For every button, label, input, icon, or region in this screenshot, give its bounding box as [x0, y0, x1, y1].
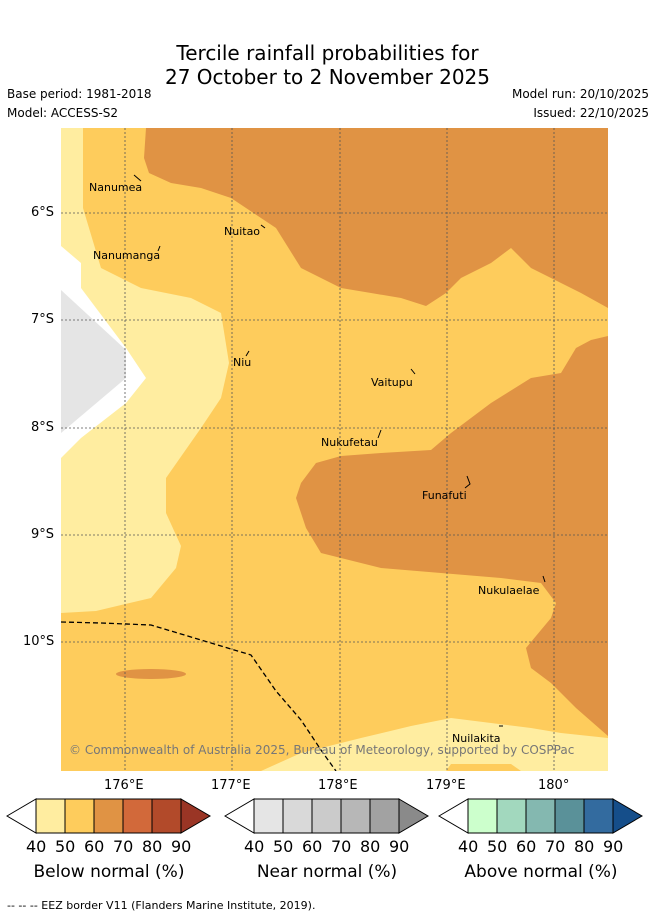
place-label: Nuilakita [452, 732, 501, 745]
eez-border [61, 621, 337, 771]
near-normal-region [61, 290, 126, 433]
base-period: Base period: 1981-2018 [7, 87, 152, 101]
cbar-cell [525, 798, 556, 834]
region-60-70-north [144, 128, 608, 308]
cbar-low-arrow [224, 798, 255, 834]
title-line-2: 27 October to 2 November 2025 [164, 65, 491, 89]
lon-tick: 178°E [318, 778, 358, 793]
colorbar-title-near: Near normal (%) [256, 862, 398, 882]
colorbar-tick-label: 50 [55, 837, 76, 856]
cbar-cell [496, 798, 527, 834]
place-label: Vaitupu [371, 376, 413, 389]
place-label: Funafuti [422, 489, 467, 502]
cbar-cell [151, 798, 182, 834]
model-run: Model run: 20/10/2025 [511, 87, 649, 101]
colorbar-tick-label: 90 [603, 837, 624, 856]
cbar-cell [253, 798, 284, 834]
colorbar-near-normal [224, 798, 429, 834]
lat-tick: 8°S [31, 420, 55, 435]
lon-tick: 179°E [426, 778, 466, 793]
cbar-cell [340, 798, 371, 834]
colorbar-tick-label: 80 [142, 837, 163, 856]
colorbar-tick-label: 70 [545, 837, 566, 856]
lon-tick: 176°E [104, 778, 144, 793]
colorbar-tick-label: 70 [331, 837, 352, 856]
colorbar-tick-label: 50 [487, 837, 508, 856]
colorbar-tick-label: 60 [516, 837, 537, 856]
lon-tick: 177°E [211, 778, 251, 793]
cbar-high-arrow [398, 798, 429, 834]
cbar-high-arrow [612, 798, 643, 834]
colorbar-tick-label: 60 [302, 837, 323, 856]
region-60-70-south [296, 336, 608, 736]
lat-tick: 6°S [31, 205, 55, 220]
cbar-cell [64, 798, 95, 834]
cbar-low-arrow [438, 798, 469, 834]
lat-tick: 9°S [31, 527, 55, 542]
title-line-1: Tercile rainfall probabilities for [176, 41, 479, 65]
cbar-cell [369, 798, 400, 834]
place-label: Nukulaelae [478, 584, 540, 597]
cbar-cell [583, 798, 614, 834]
cbar-cells [467, 798, 614, 834]
model-name: Model: ACCESS-S2 [7, 106, 119, 120]
cbar-cell [467, 798, 498, 834]
place-label: Nanumea [89, 181, 142, 194]
colorbar-tick-label: 50 [273, 837, 294, 856]
colorbar-below-normal [6, 798, 211, 834]
cbar-cell [311, 798, 342, 834]
lon-tick: 180° [538, 778, 570, 793]
cbar-cells [35, 798, 182, 834]
colorbar-tick-label: 40 [244, 837, 265, 856]
colorbar-tick-label: 70 [113, 837, 134, 856]
colorbar-above-normal [438, 798, 643, 834]
colorbar-tick-label: 80 [360, 837, 381, 856]
bottom-light-region [261, 718, 608, 771]
issued-date: Issued: 22/10/2025 [533, 106, 649, 120]
place-label: Niu [233, 356, 251, 369]
island-marks [133, 174, 546, 727]
cbar-cell [282, 798, 313, 834]
lat-tick: 10°S [23, 634, 55, 649]
lat-tick: 7°S [31, 312, 55, 327]
cbar-cell [35, 798, 66, 834]
colorbar-title-above: Above normal (%) [464, 862, 618, 882]
probability-map: Nanumea Nanumanga Nuitao Niu Vaitupu Nuk… [61, 128, 608, 771]
colorbar-tick-label: 60 [84, 837, 105, 856]
place-labels: Nanumea Nanumanga Nuitao Niu Vaitupu Nuk… [89, 181, 540, 745]
colorbar-tick-label: 90 [171, 837, 192, 856]
colorbar-tick-label: 80 [574, 837, 595, 856]
region-50-60 [61, 128, 608, 771]
colorbar-tick-label: 90 [389, 837, 410, 856]
cbar-cell [554, 798, 585, 834]
colorbar-tick-label: 40 [458, 837, 479, 856]
place-label: Nukufetau [321, 436, 378, 449]
cbar-low-arrow [6, 798, 37, 834]
colorbar-title-below: Below normal (%) [33, 862, 185, 882]
eez-footnote: -- -- -- EEZ border V11 (Flanders Marine… [7, 899, 316, 912]
cbar-cell [93, 798, 124, 834]
cbar-cell [122, 798, 153, 834]
colorbar-tick-label: 40 [26, 837, 47, 856]
place-label: Nuitao [224, 225, 260, 238]
place-label: Nanumanga [93, 249, 160, 262]
cbar-high-arrow [180, 798, 211, 834]
gridlines [61, 128, 608, 771]
copyright-notice: © Commonwealth of Australia 2025, Bureau… [69, 743, 574, 757]
cbar-cells [253, 798, 400, 834]
region-60-70-blob [116, 669, 186, 679]
